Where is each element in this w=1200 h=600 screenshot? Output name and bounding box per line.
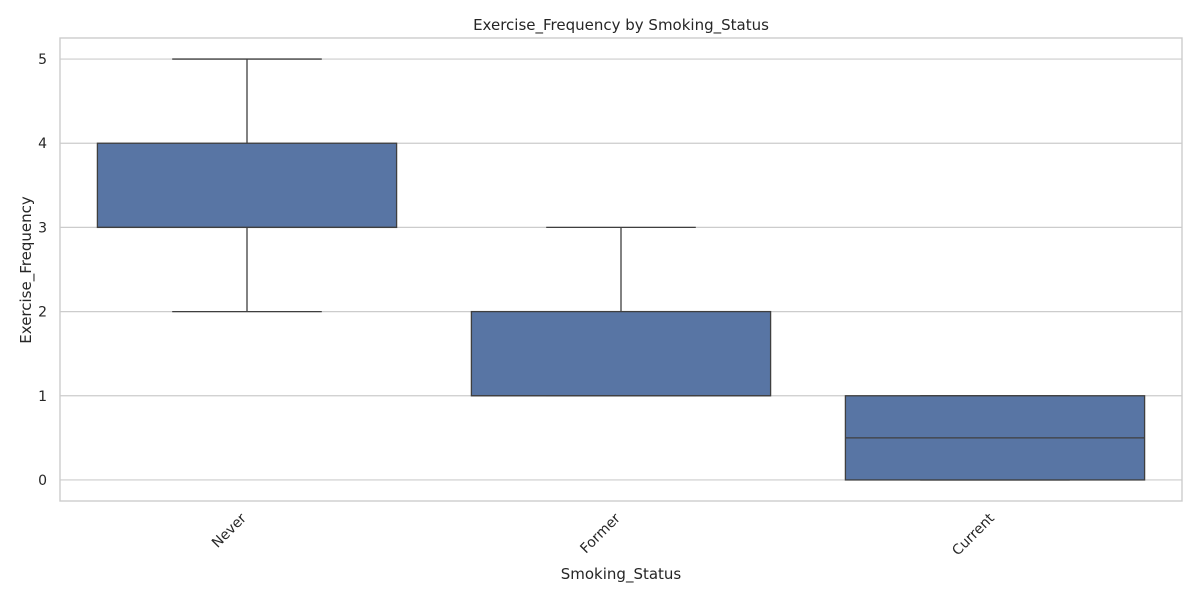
- y-tick-label-0: 0: [38, 473, 47, 489]
- box-never: [96, 58, 398, 313]
- boxes: [96, 58, 1146, 481]
- iqr-box-former: [470, 310, 772, 397]
- y-tick-label-5: 5: [38, 52, 47, 68]
- y-tick-label-3: 3: [38, 220, 47, 236]
- x-axis-label: Smoking_Status: [561, 565, 682, 584]
- y-tick-label-4: 4: [38, 136, 47, 152]
- plot-frame: [59, 37, 1183, 502]
- y-axis-label: Exercise_Frequency: [17, 196, 36, 344]
- x-tick-label-current: Current: [949, 510, 998, 559]
- iqr-box-never: [96, 142, 398, 229]
- x-tick-labels: Never Former Current: [209, 510, 998, 559]
- x-tick-label-never: Never: [209, 510, 250, 551]
- box-former: [470, 226, 772, 397]
- y-tick-labels: 0 1 2 3 4 5: [38, 52, 47, 489]
- y-tick-label-1: 1: [38, 389, 47, 405]
- box-current: [844, 395, 1146, 481]
- y-tick-label-2: 2: [38, 305, 47, 321]
- x-tick-label-former: Former: [577, 510, 624, 557]
- chart-title: Exercise_Frequency by Smoking_Status: [473, 16, 769, 35]
